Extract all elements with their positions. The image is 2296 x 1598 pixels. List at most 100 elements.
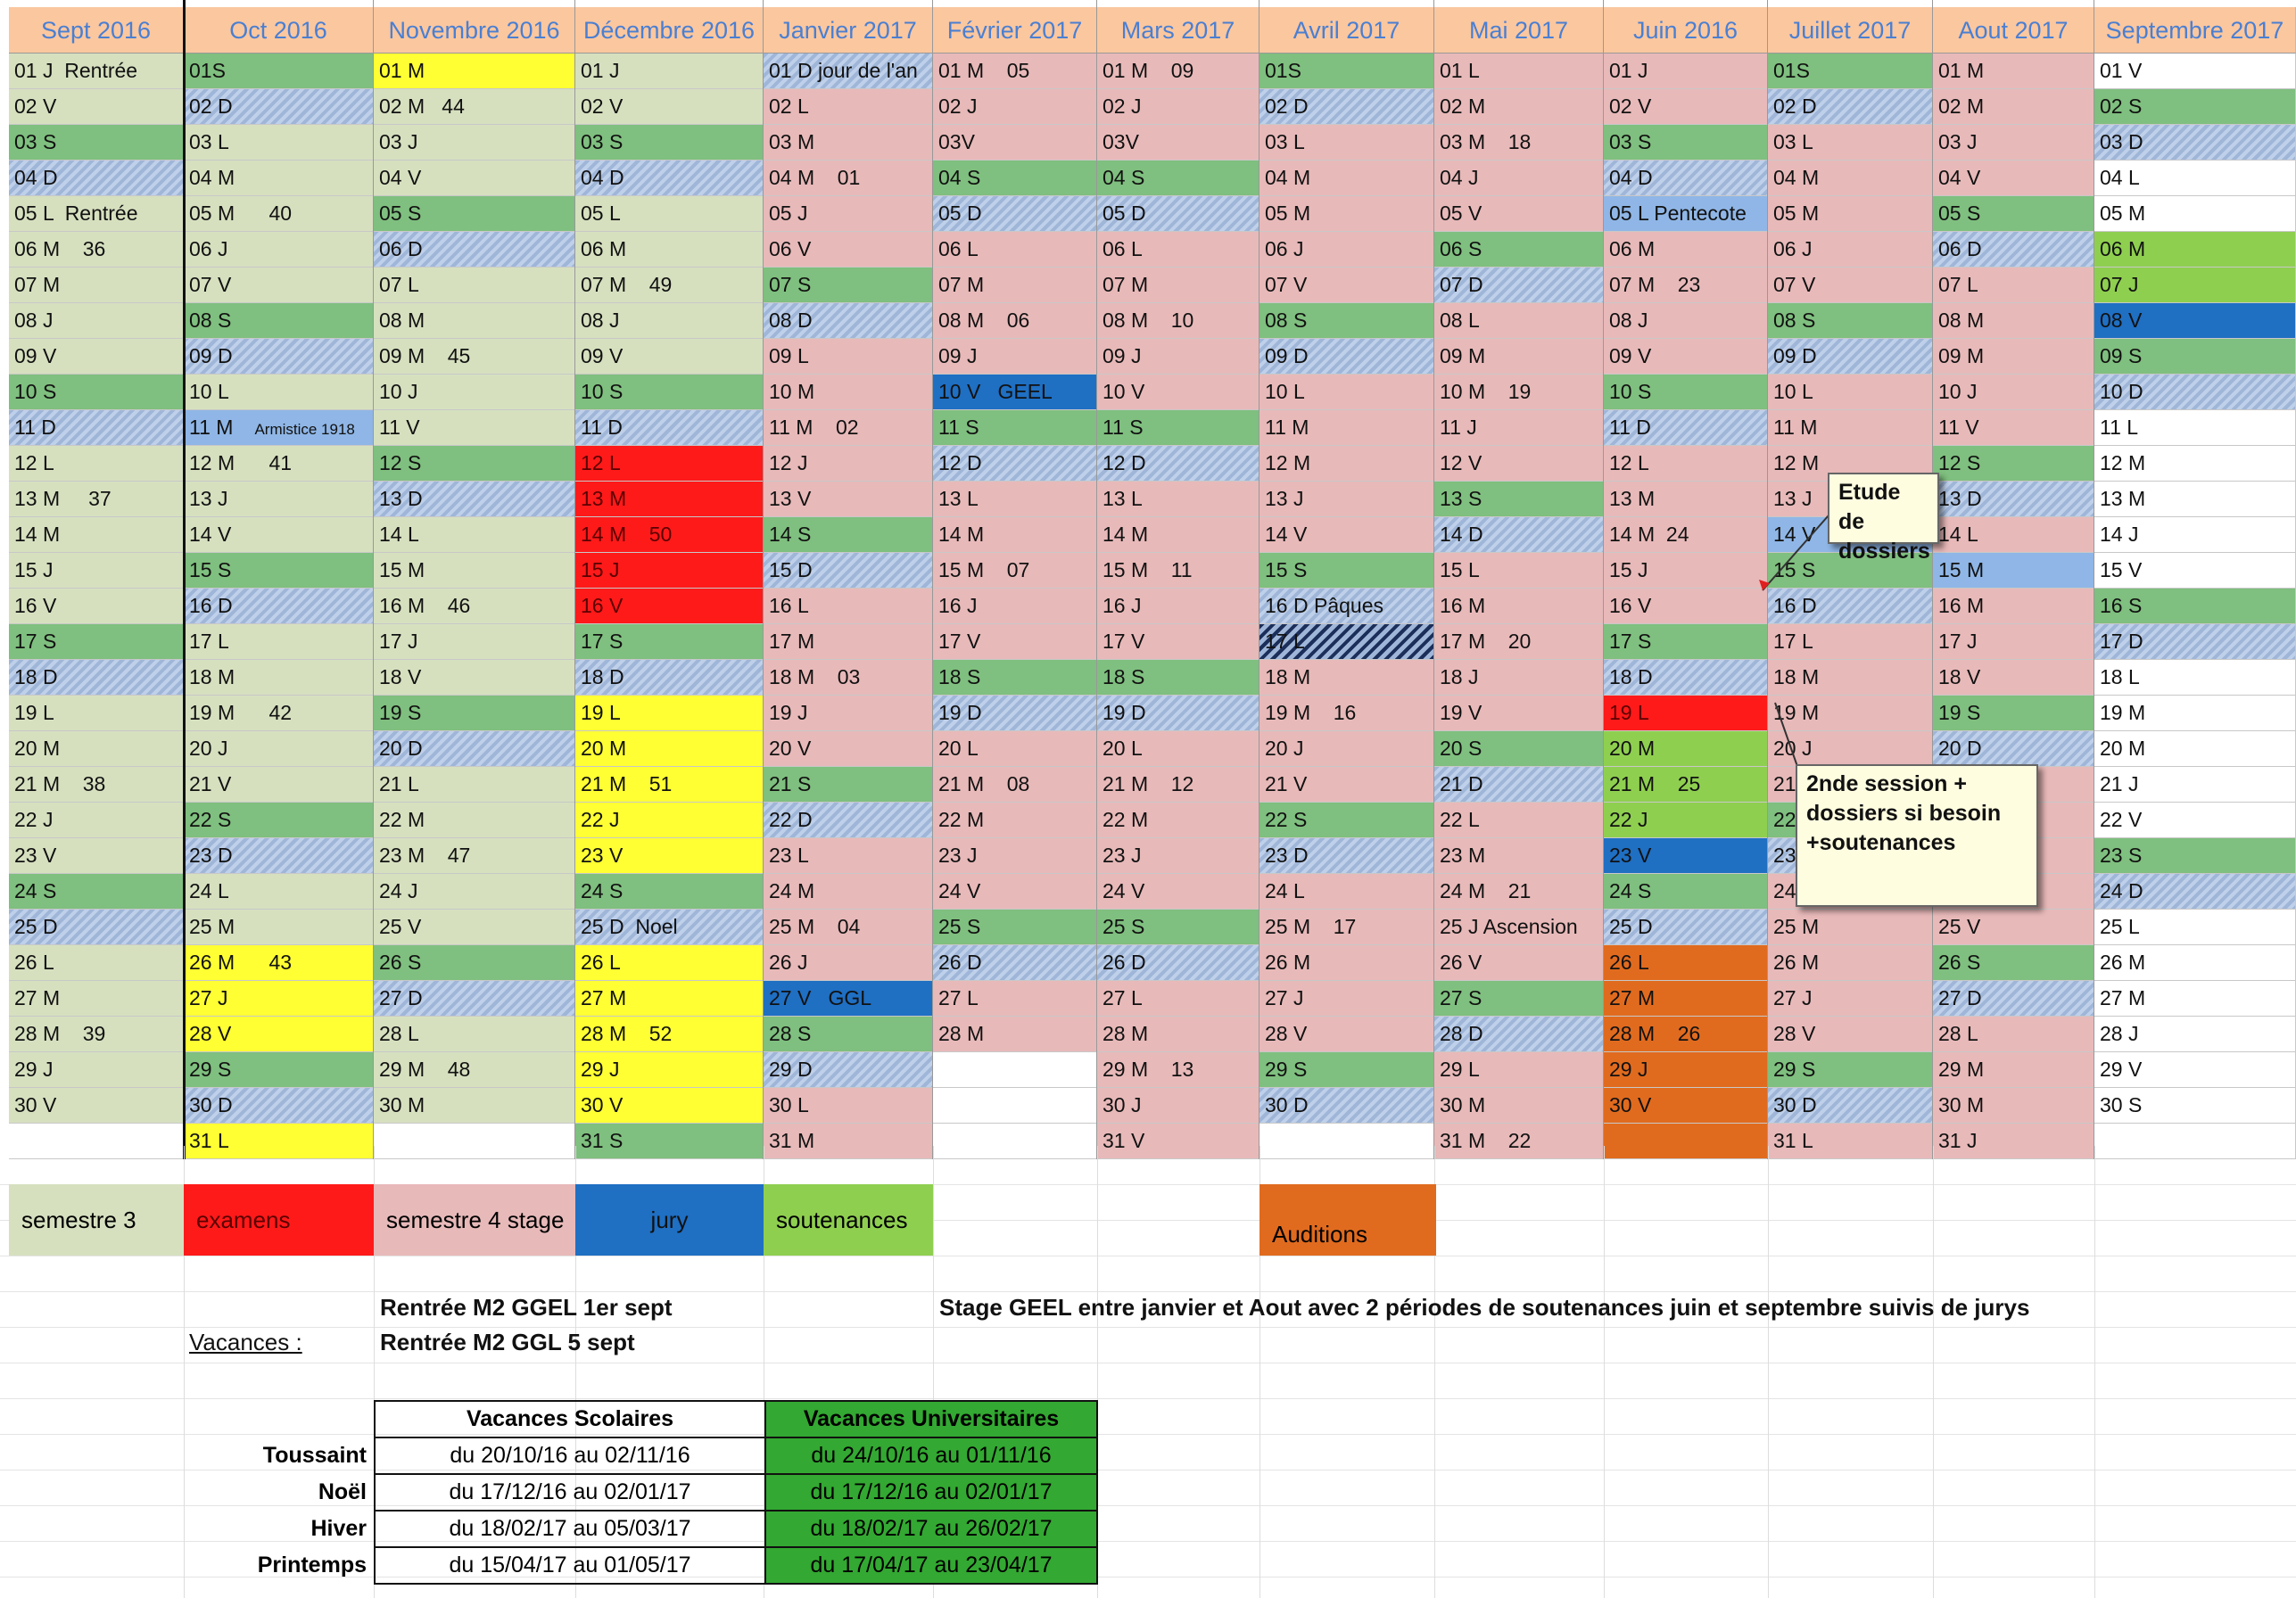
day-cell[interactable]: 26 M 43: [184, 945, 374, 981]
day-cell[interactable]: 26 L: [1604, 945, 1768, 981]
day-cell[interactable]: 24 V: [933, 874, 1097, 910]
day-cell[interactable]: [1259, 1124, 1434, 1159]
day-cell[interactable]: 01 M 09: [1097, 54, 1259, 89]
day-cell[interactable]: 21 M 12: [1097, 767, 1259, 803]
day-cell[interactable]: 09 J: [933, 339, 1097, 375]
month-header[interactable]: Juin 2016: [1604, 7, 1768, 54]
day-cell[interactable]: 02 D: [1259, 89, 1434, 125]
day-cell[interactable]: 16 M: [1434, 589, 1604, 624]
day-cell[interactable]: 15 J: [575, 553, 764, 589]
day-cell[interactable]: 06 M 36: [9, 232, 184, 268]
day-cell[interactable]: 17 J: [1933, 624, 2094, 660]
day-cell[interactable]: 15 S: [1768, 553, 1933, 589]
day-cell[interactable]: 01 L: [1434, 54, 1604, 89]
day-cell[interactable]: 27 M: [575, 981, 764, 1017]
day-cell[interactable]: 17 D: [2094, 624, 2296, 660]
day-cell[interactable]: 27 L: [933, 981, 1097, 1017]
day-cell[interactable]: 31 V: [1097, 1124, 1259, 1159]
day-cell[interactable]: 02 V: [9, 89, 184, 125]
day-cell[interactable]: 17 L: [1768, 624, 1933, 660]
day-cell[interactable]: 27 M: [9, 981, 184, 1017]
day-cell[interactable]: 21 M 51: [575, 767, 764, 803]
day-cell[interactable]: 30 D: [184, 1088, 374, 1124]
day-cell[interactable]: 04 M: [1768, 161, 1933, 196]
day-cell[interactable]: 03 S: [1604, 125, 1768, 161]
day-cell[interactable]: 17 J: [374, 624, 575, 660]
day-cell[interactable]: 28 M: [1097, 1017, 1259, 1052]
day-cell[interactable]: 15 V: [2094, 553, 2296, 589]
day-cell[interactable]: 05 M: [2094, 196, 2296, 232]
day-cell[interactable]: 28 M 39: [9, 1017, 184, 1052]
day-cell[interactable]: 08 M 06: [933, 303, 1097, 339]
day-cell[interactable]: 20 J: [1259, 731, 1434, 767]
day-cell[interactable]: 09 V: [9, 339, 184, 375]
day-cell[interactable]: 18 M 03: [764, 660, 933, 696]
day-cell[interactable]: 12 D: [1097, 446, 1259, 482]
day-cell[interactable]: 04 V: [1933, 161, 2094, 196]
day-cell[interactable]: 24 J: [374, 874, 575, 910]
day-cell[interactable]: 21 V: [184, 767, 374, 803]
day-cell[interactable]: 04 D: [575, 161, 764, 196]
day-cell[interactable]: 09 D: [184, 339, 374, 375]
day-cell[interactable]: 26 D: [933, 945, 1097, 981]
day-cell[interactable]: 23 V: [1604, 838, 1768, 874]
day-cell[interactable]: 04 M: [1259, 161, 1434, 196]
day-cell[interactable]: 18 V: [1933, 660, 2094, 696]
day-cell[interactable]: 07 J: [2094, 268, 2296, 303]
day-cell[interactable]: 16 S: [2094, 589, 2296, 624]
day-cell[interactable]: 25 V: [1933, 910, 2094, 945]
day-cell[interactable]: 16 V: [1604, 589, 1768, 624]
day-cell[interactable]: 06 V: [764, 232, 933, 268]
day-cell[interactable]: 08 L: [1434, 303, 1604, 339]
day-cell[interactable]: 15 J: [9, 553, 184, 589]
day-cell[interactable]: 22 D: [764, 803, 933, 838]
day-cell[interactable]: 11 M: [1259, 410, 1434, 446]
day-cell[interactable]: 19 S: [1933, 696, 2094, 731]
day-cell[interactable]: 31 L: [1768, 1124, 1933, 1159]
day-cell[interactable]: 14 V: [184, 517, 374, 553]
day-cell[interactable]: 29 S: [184, 1052, 374, 1088]
day-cell[interactable]: 11 V: [374, 410, 575, 446]
day-cell[interactable]: 10 V GEEL: [933, 375, 1097, 410]
day-cell[interactable]: 19 S: [374, 696, 575, 731]
day-cell[interactable]: 02 D: [184, 89, 374, 125]
day-cell[interactable]: 16 M 46: [374, 589, 575, 624]
day-cell[interactable]: 25 M 17: [1259, 910, 1434, 945]
day-cell[interactable]: 22 J: [9, 803, 184, 838]
day-cell[interactable]: 30 V: [575, 1088, 764, 1124]
day-cell[interactable]: 07 V: [1259, 268, 1434, 303]
day-cell[interactable]: 06 D: [1933, 232, 2094, 268]
day-cell[interactable]: 26 L: [9, 945, 184, 981]
day-cell[interactable]: 29 J: [1604, 1052, 1768, 1088]
callout-etude-dossiers[interactable]: Etude de dossiers: [1828, 473, 1939, 564]
day-cell[interactable]: 23 D: [1259, 838, 1434, 874]
day-cell[interactable]: 15 D: [764, 553, 933, 589]
day-cell[interactable]: 18 D: [575, 660, 764, 696]
day-cell[interactable]: 18 L: [2094, 660, 2296, 696]
day-cell[interactable]: 24 D: [2094, 874, 2296, 910]
day-cell[interactable]: 21 S: [764, 767, 933, 803]
day-cell[interactable]: 24 S: [9, 874, 184, 910]
day-cell[interactable]: 04 M: [184, 161, 374, 196]
day-cell[interactable]: 07 V: [1768, 268, 1933, 303]
day-cell[interactable]: [1604, 1124, 1768, 1159]
day-cell[interactable]: 18 S: [933, 660, 1097, 696]
day-cell[interactable]: 10 V: [1097, 375, 1259, 410]
day-cell[interactable]: 16 M: [1933, 589, 2094, 624]
day-cell[interactable]: 14 M 50: [575, 517, 764, 553]
day-cell[interactable]: 22 V: [2094, 803, 2296, 838]
day-cell[interactable]: 30 D: [1259, 1088, 1434, 1124]
month-header[interactable]: Décembre 2016: [575, 7, 764, 54]
day-cell[interactable]: 30 M: [1434, 1088, 1604, 1124]
day-cell[interactable]: 28 V: [1259, 1017, 1434, 1052]
day-cell[interactable]: 08 M 10: [1097, 303, 1259, 339]
day-cell[interactable]: 28 M 26: [1604, 1017, 1768, 1052]
day-cell[interactable]: 24 V: [1097, 874, 1259, 910]
day-cell[interactable]: 27 S: [1434, 981, 1604, 1017]
day-cell[interactable]: 10 L: [1259, 375, 1434, 410]
day-cell[interactable]: 11 M Armistice 1918: [184, 410, 374, 446]
day-cell[interactable]: 01S: [1768, 54, 1933, 89]
month-header[interactable]: Avril 2017: [1259, 7, 1434, 54]
day-cell[interactable]: 03 S: [9, 125, 184, 161]
day-cell[interactable]: 25 S: [933, 910, 1097, 945]
